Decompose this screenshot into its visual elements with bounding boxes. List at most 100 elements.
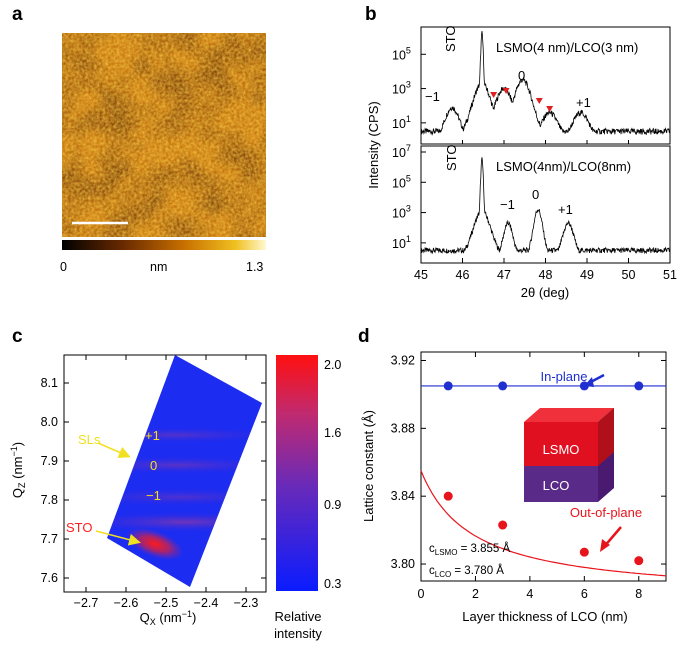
rsm-ylabel: QZ (nm−1) bbox=[9, 442, 27, 498]
rsm-ytick-label: 7.7 bbox=[41, 532, 58, 546]
xrd-xtick-label: 47 bbox=[497, 268, 511, 282]
lattice-xlabel: Layer thickness of LCO (nm) bbox=[462, 609, 627, 624]
xrd-top-peak-plus1: +1 bbox=[576, 95, 591, 110]
rsm-map bbox=[107, 355, 262, 587]
xrd-top-peak-minus1: −1 bbox=[425, 89, 440, 104]
rsm-ytick-label: 7.9 bbox=[41, 454, 58, 468]
xrd-xtick-label: 51 bbox=[663, 268, 677, 282]
rsm-cbar-tick-0.9: 0.9 bbox=[324, 498, 341, 512]
lattice-ylabel: Lattice constant (Å) bbox=[361, 410, 376, 522]
xrd-ytick-label: 105 bbox=[392, 45, 411, 62]
cube-lco-label: LCO bbox=[543, 478, 570, 493]
panel-c-letter: c bbox=[12, 326, 23, 347]
rsm-ytick-label: 7.8 bbox=[41, 493, 58, 507]
xrd-bottom-peak-minus1: −1 bbox=[500, 197, 515, 212]
xrd-xtick-label: 45 bbox=[414, 268, 428, 282]
fringe-marker bbox=[546, 106, 554, 112]
panel-b-letter: b bbox=[365, 4, 377, 25]
xrd-xtick-label: 50 bbox=[622, 268, 636, 282]
rsm-sto-label: STO bbox=[66, 520, 93, 535]
in-plane-point bbox=[498, 381, 508, 391]
xrd-top-sto-label: STO bbox=[443, 26, 458, 53]
xrd-ylabel: Intensity (CPS) bbox=[366, 101, 381, 188]
xrd-bottom-peak-plus1: +1 bbox=[558, 202, 573, 217]
xrd-ytick-label: 103 bbox=[392, 204, 411, 221]
lattice-frame bbox=[420, 351, 667, 582]
cube-lsmo-label: LSMO bbox=[543, 442, 580, 457]
xrd-bottom-title: LSMO(4nm)/LCO(8nm) bbox=[496, 159, 631, 174]
afm-colorbar bbox=[62, 240, 266, 250]
xrd-xlabel: 2θ (deg) bbox=[521, 285, 569, 300]
lattice-xtick-label: 8 bbox=[635, 587, 642, 601]
fringe-markers bbox=[490, 88, 554, 112]
rsm-minus1-label: −1 bbox=[146, 488, 161, 503]
rsm-cbar-label-2: intensity bbox=[274, 626, 322, 641]
xrd-bottom-series bbox=[420, 157, 671, 255]
in-plane-point bbox=[443, 381, 453, 391]
out-of-plane-fit-curve bbox=[420, 470, 667, 577]
xrd-bottom-plot: STO LSMO(4nm)/LCO(8nm) −1 0 +1 107 105 103… bbox=[392, 143, 671, 264]
xrd-xtick-label: 46 bbox=[456, 268, 470, 282]
lattice-xtick-label: 2 bbox=[472, 587, 479, 601]
c-lsmo-annotation: cLSMO = 3.855 Å bbox=[429, 542, 511, 557]
rsm-cbar-label-1: Relative bbox=[275, 609, 322, 624]
c-lco-annotation: cLCO = 3.780 Å bbox=[429, 564, 504, 579]
xrd-xtick-label: 49 bbox=[580, 268, 594, 282]
afm-colorbar-unit: nm bbox=[150, 260, 167, 274]
rsm-xtick-label: −2.7 bbox=[74, 596, 99, 610]
rsm-ytick-label: 8.0 bbox=[41, 415, 58, 429]
rsm-colorbar bbox=[276, 355, 318, 591]
rsm-xlabel: QX (nm−1) bbox=[140, 609, 197, 627]
rsm-ytick-label: 8.1 bbox=[41, 376, 58, 390]
lattice-yticks: 3.92 3.88 3.84 3.80 bbox=[391, 353, 666, 571]
xrd-bottom-sto-label: STO bbox=[444, 145, 459, 172]
rsm-cbar-tick-1.6: 1.6 bbox=[324, 426, 341, 440]
xrd-ytick-label: 103 bbox=[392, 80, 411, 97]
fringe-marker bbox=[502, 88, 510, 94]
lattice-points bbox=[443, 381, 644, 566]
afm-colorbar-min: 0 bbox=[60, 260, 67, 274]
xrd-xtick-label: 48 bbox=[539, 268, 553, 282]
afm-image bbox=[62, 33, 266, 237]
rsm-xtick-label: −2.6 bbox=[114, 596, 139, 610]
lattice-xtick-label: 4 bbox=[526, 587, 533, 601]
fringe-marker bbox=[490, 92, 498, 98]
xrd-xticks: 45 46 47 48 49 50 51 bbox=[414, 140, 677, 282]
lattice-xtick-label: 0 bbox=[418, 587, 425, 601]
lattice-xticks: 0 2 4 6 8 bbox=[418, 352, 642, 601]
lattice-ytick-label: 3.84 bbox=[391, 489, 415, 503]
rsm-cbar-tick-0.3: 0.3 bbox=[324, 577, 341, 591]
xrd-top-peak-0: 0 bbox=[518, 68, 525, 83]
xrd-ytick-label: 107 bbox=[392, 143, 411, 160]
rsm-yticks: 8.1 8.0 7.9 7.8 7.7 7.6 bbox=[41, 376, 266, 585]
rsm-ytick-label: 7.6 bbox=[41, 571, 58, 585]
lattice-ytick-label: 3.92 bbox=[391, 353, 415, 367]
xrd-bottom-yticks: 107 105 103 101 bbox=[392, 143, 426, 251]
panel-a-letter: a bbox=[12, 4, 23, 25]
rsm-sls-label: SLs bbox=[78, 432, 101, 447]
rsm-xtick-label: −2.3 bbox=[234, 596, 259, 610]
fringe-marker bbox=[535, 98, 543, 104]
in-plane-label: In-plane bbox=[541, 369, 588, 384]
out-of-plane-label: Out-of-plane bbox=[570, 505, 642, 520]
out-of-plane-point bbox=[634, 556, 644, 566]
lattice-ytick-label: 3.80 bbox=[391, 557, 415, 571]
xrd-ytick-label: 101 bbox=[392, 114, 411, 131]
rsm-plot: SLs STO +1 0 −1 8.18.07.97.87.77.6 −2.7−… bbox=[41, 354, 267, 610]
afm-colorbar-max: 1.3 bbox=[246, 260, 263, 274]
out-of-plane-point bbox=[579, 547, 589, 557]
out-of-plane-point bbox=[498, 520, 508, 530]
rsm-xticks: −2.7 −2.6 −2.5 −2.4 −2.3 bbox=[74, 355, 259, 610]
rsm-xtick-label: −2.5 bbox=[154, 596, 179, 610]
in-plane-point bbox=[634, 381, 644, 391]
lattice-ytick-label: 3.88 bbox=[391, 421, 415, 435]
rsm-frame bbox=[63, 354, 267, 593]
rsm-xtick-label: −2.4 bbox=[194, 596, 219, 610]
xrd-ytick-label: 105 bbox=[392, 173, 411, 190]
rsm-cbar-tick-2.0: 2.0 bbox=[324, 358, 341, 372]
heterostructure-cube: LSMO LCO bbox=[524, 408, 614, 502]
lattice-xtick-label: 6 bbox=[581, 587, 588, 601]
xrd-ytick-label: 101 bbox=[392, 234, 411, 251]
out-of-plane-point bbox=[443, 491, 453, 501]
